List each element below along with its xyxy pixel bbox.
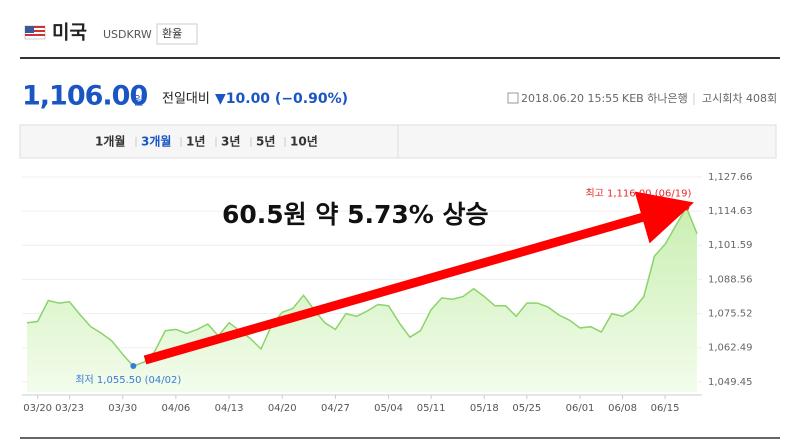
country: 미국 bbox=[52, 22, 87, 44]
round: 고시회차 408회 bbox=[702, 92, 777, 105]
annotation: 60.5원 약 5.73% 상승 bbox=[222, 200, 489, 229]
x-tick-label: 04/27 bbox=[321, 403, 350, 414]
bank: KEB 하나은행 bbox=[622, 91, 688, 105]
rate-button-label: 환율 bbox=[162, 27, 182, 40]
x-tick-label: 05/04 bbox=[374, 403, 403, 414]
line bbox=[26, 205, 698, 367]
y-tick-label: 1,062.49 bbox=[708, 343, 753, 354]
x-tick-label: 06/01 bbox=[566, 403, 595, 414]
y-tick-label: 1,114.63 bbox=[708, 206, 753, 217]
change-label: 전일대비 bbox=[162, 92, 210, 107]
y-tick-label: 1,088.56 bbox=[708, 274, 753, 285]
y-tick-label: 1,049.45 bbox=[708, 377, 753, 388]
tab[interactable]: 1년 bbox=[186, 135, 205, 149]
y-tick-label: 1,127.66 bbox=[708, 172, 753, 183]
datetime: 2018.06.20 15:55 bbox=[521, 92, 619, 105]
max-label: 최고 1,116.00 (06/19) bbox=[585, 187, 691, 199]
price: 1,106.00 bbox=[22, 81, 147, 112]
tab[interactable]: 5년 bbox=[256, 135, 275, 149]
calendar-icon bbox=[507, 92, 519, 104]
price-change: ▼10.00 (−0.90%) bbox=[215, 91, 348, 107]
chart: 1,049.45 1,062.49 1,075.52 1,088.56 1,101.59… bbox=[22, 172, 753, 414]
x-tick-label: 04/13 bbox=[215, 403, 244, 414]
flag bbox=[24, 25, 46, 40]
tab[interactable]: 1개월 bbox=[95, 134, 125, 149]
min-label: 최저 1,055.50 (04/02) bbox=[75, 374, 181, 386]
y-tick-label: 1,075.52 bbox=[708, 309, 753, 320]
x-tick-label: 05/25 bbox=[512, 403, 541, 414]
tab[interactable]: 10년 bbox=[290, 135, 318, 149]
x-tick-label: 03/30 bbox=[108, 403, 137, 414]
min-marker bbox=[130, 363, 137, 370]
x-tick-label: 04/20 bbox=[268, 403, 297, 414]
x-tick-label: 06/08 bbox=[608, 403, 637, 414]
tabs: 1개월 3개월 1년 3년 5년 10년 bbox=[95, 134, 318, 149]
annotation-arrow bbox=[143, 191, 694, 365]
tab[interactable]: 3개월 bbox=[141, 134, 171, 149]
x-tick-label: 03/20 bbox=[23, 403, 52, 414]
x-tick-label: 06/15 bbox=[651, 403, 680, 414]
code: USDKRW bbox=[103, 28, 152, 41]
price-unit: 원 bbox=[133, 94, 144, 108]
rate-button[interactable] bbox=[156, 23, 198, 45]
x-tick-label: 03/23 bbox=[55, 403, 84, 414]
y-tick-label: 1,101.59 bbox=[708, 240, 753, 251]
x-tick-label: 04/06 bbox=[161, 403, 190, 414]
max-marker bbox=[683, 204, 690, 211]
tab[interactable]: 3년 bbox=[221, 135, 240, 149]
x-tick-label: 05/18 bbox=[470, 403, 499, 414]
x-tick-label: 05/11 bbox=[417, 403, 446, 414]
